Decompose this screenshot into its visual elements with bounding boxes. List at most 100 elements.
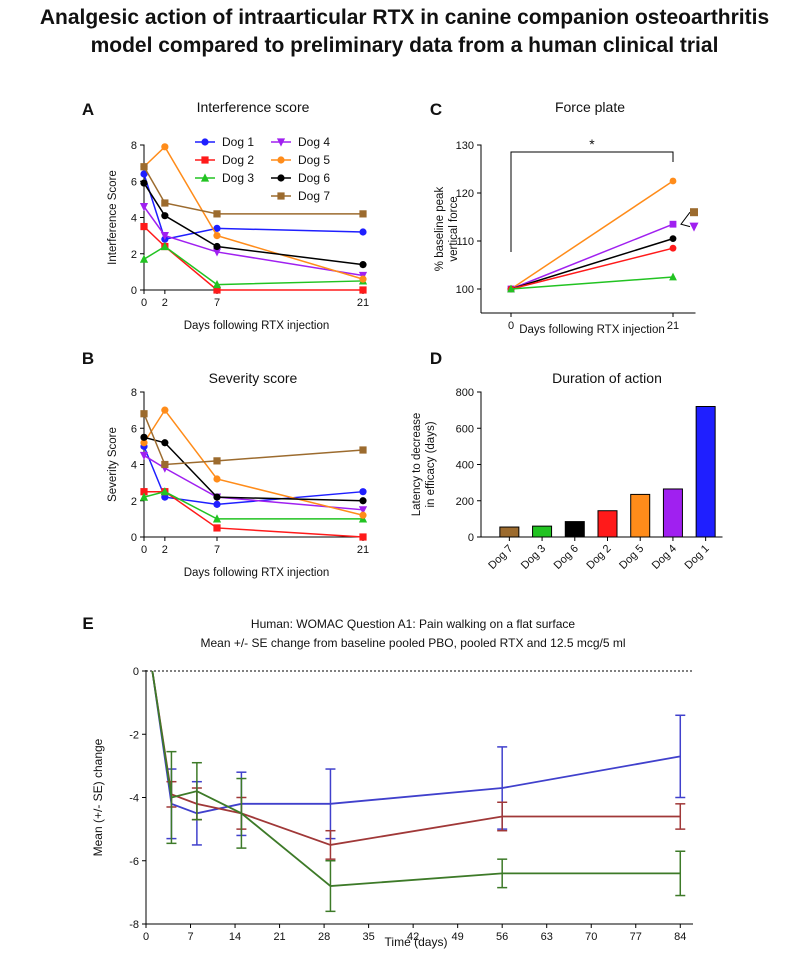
y-tick-label-B: 2 bbox=[131, 496, 137, 508]
page-title-line-2: model compared to preliminary data from … bbox=[90, 34, 719, 57]
data-point bbox=[359, 261, 367, 269]
series-line bbox=[151, 670, 681, 846]
series-C-dog-3 bbox=[507, 272, 677, 293]
data-point bbox=[212, 248, 222, 257]
data-point bbox=[140, 439, 148, 447]
legend-label: Dog 1 bbox=[222, 135, 254, 149]
offscale-marker bbox=[690, 208, 698, 217]
legend-label: Dog 5 bbox=[298, 153, 330, 167]
series-line bbox=[143, 490, 363, 520]
y-tick-label-D: 200 bbox=[456, 496, 474, 508]
series-line bbox=[144, 490, 364, 538]
y-axis-label-A: Interference Score bbox=[107, 170, 119, 265]
y-tick-label-A: 0 bbox=[131, 285, 137, 297]
category-label: Dog 2 bbox=[584, 543, 613, 572]
data-point bbox=[359, 533, 367, 541]
panel-label-E: E bbox=[82, 614, 93, 633]
error-bar bbox=[191, 761, 202, 821]
x-tick-label-E: 63 bbox=[541, 931, 553, 943]
y-tick-label-C: 100 bbox=[456, 284, 474, 296]
y-tick-label-D: 800 bbox=[456, 387, 474, 399]
x-tick-label-E: 70 bbox=[585, 931, 597, 943]
data-point bbox=[140, 410, 148, 418]
legend-marker bbox=[201, 156, 209, 164]
legend-item: Dog 5 bbox=[271, 153, 330, 167]
series-A-dog-7 bbox=[140, 163, 367, 218]
series-B-dog-5 bbox=[140, 406, 367, 519]
data-point bbox=[139, 492, 149, 501]
y-tick-label-B: 6 bbox=[131, 423, 137, 435]
data-point bbox=[212, 279, 222, 289]
data-point bbox=[140, 222, 148, 231]
x-tick-label-E: 84 bbox=[674, 931, 686, 943]
y-tick-label-E: -6 bbox=[129, 856, 139, 868]
series-line bbox=[143, 166, 363, 215]
series-line bbox=[143, 436, 364, 502]
series-line bbox=[143, 173, 364, 241]
series-B-dog-3 bbox=[139, 487, 368, 523]
page-title: Analgesic action of intraarticular RTX i… bbox=[0, 4, 809, 60]
series-line bbox=[143, 446, 364, 506]
data-point bbox=[212, 514, 222, 523]
y-axis-label-C-line: % baseline peak bbox=[434, 187, 446, 272]
chart-title-E-line-1: Human: WOMAC Question A1: Pain walking o… bbox=[251, 617, 575, 631]
series-line bbox=[143, 408, 364, 516]
data-point bbox=[140, 163, 148, 171]
series-line bbox=[143, 145, 364, 280]
data-point bbox=[669, 235, 677, 243]
significance-star: * bbox=[589, 136, 595, 152]
legend-marker bbox=[277, 174, 285, 182]
y-tick-label-B: 4 bbox=[131, 460, 137, 472]
category-label: Dog 7 bbox=[486, 543, 515, 572]
series-C-dog-2 bbox=[507, 244, 677, 293]
offscale-markers-C bbox=[680, 208, 699, 232]
x-tick-label-E: 35 bbox=[362, 931, 374, 943]
y-axis-label-D-line: Latency to decrease bbox=[411, 413, 423, 517]
legend-label: Dog 4 bbox=[298, 135, 330, 149]
panel-label-D: D bbox=[430, 349, 442, 368]
data-point bbox=[161, 143, 169, 151]
legend-marker bbox=[200, 173, 210, 182]
series-E-12-5-mcg-5-ml bbox=[151, 670, 686, 913]
data-point bbox=[161, 199, 169, 207]
data-point bbox=[213, 232, 221, 240]
bar-dog-5 bbox=[630, 493, 651, 538]
series-A-dog-6 bbox=[140, 179, 367, 269]
x-tick-label-A: 2 bbox=[162, 297, 168, 309]
legend-A: Dog 1 Dog 2 Dog 3 Dog 4 Dog 5 Dog 6 Dog 7 bbox=[195, 135, 330, 203]
x-tick-label-E: 49 bbox=[452, 931, 464, 943]
data-point bbox=[359, 228, 367, 236]
series-line bbox=[143, 454, 364, 511]
legend-label: Dog 3 bbox=[222, 171, 254, 185]
bar-dog-1 bbox=[695, 406, 716, 538]
data-point bbox=[359, 275, 367, 283]
x-tick-label-A: 7 bbox=[214, 297, 220, 309]
y-axis-label-E: Mean (+/- SE) change bbox=[91, 738, 105, 856]
data-point bbox=[140, 179, 148, 187]
bar-dog-3 bbox=[532, 525, 553, 538]
y-axis-label-B: Severity Score bbox=[107, 427, 119, 502]
x-tick-label-E: 77 bbox=[630, 931, 642, 943]
legend-marker bbox=[276, 138, 286, 147]
series-E-pooled-rtx bbox=[151, 670, 686, 860]
series-line bbox=[143, 206, 364, 277]
x-axis-label-B: Days following RTX injection bbox=[184, 567, 330, 579]
data-point bbox=[160, 232, 169, 241]
bar-dog-2 bbox=[597, 510, 618, 538]
y-axis-label-D-line: in efficacy (days) bbox=[425, 421, 437, 507]
data-point bbox=[213, 457, 221, 465]
error-bar bbox=[497, 801, 508, 832]
panel-E-axes: 0 -2 -4 -6 -8 0 7 14 21 28 35 42 49 56 63 70 77 84 bbox=[129, 666, 693, 943]
data-point bbox=[161, 439, 169, 447]
series-A-dog-3 bbox=[139, 241, 368, 289]
y-axis-label-C-line: vertical force bbox=[448, 196, 460, 261]
offscale-connector bbox=[680, 211, 691, 228]
series-E-pooled-pbo bbox=[151, 670, 686, 846]
data-point bbox=[139, 203, 149, 212]
y-tick-label-E: -8 bbox=[129, 919, 139, 931]
data-point bbox=[161, 493, 169, 501]
data-point bbox=[161, 460, 169, 469]
data-point bbox=[139, 254, 149, 263]
x-tick-label-E: 7 bbox=[187, 931, 193, 943]
